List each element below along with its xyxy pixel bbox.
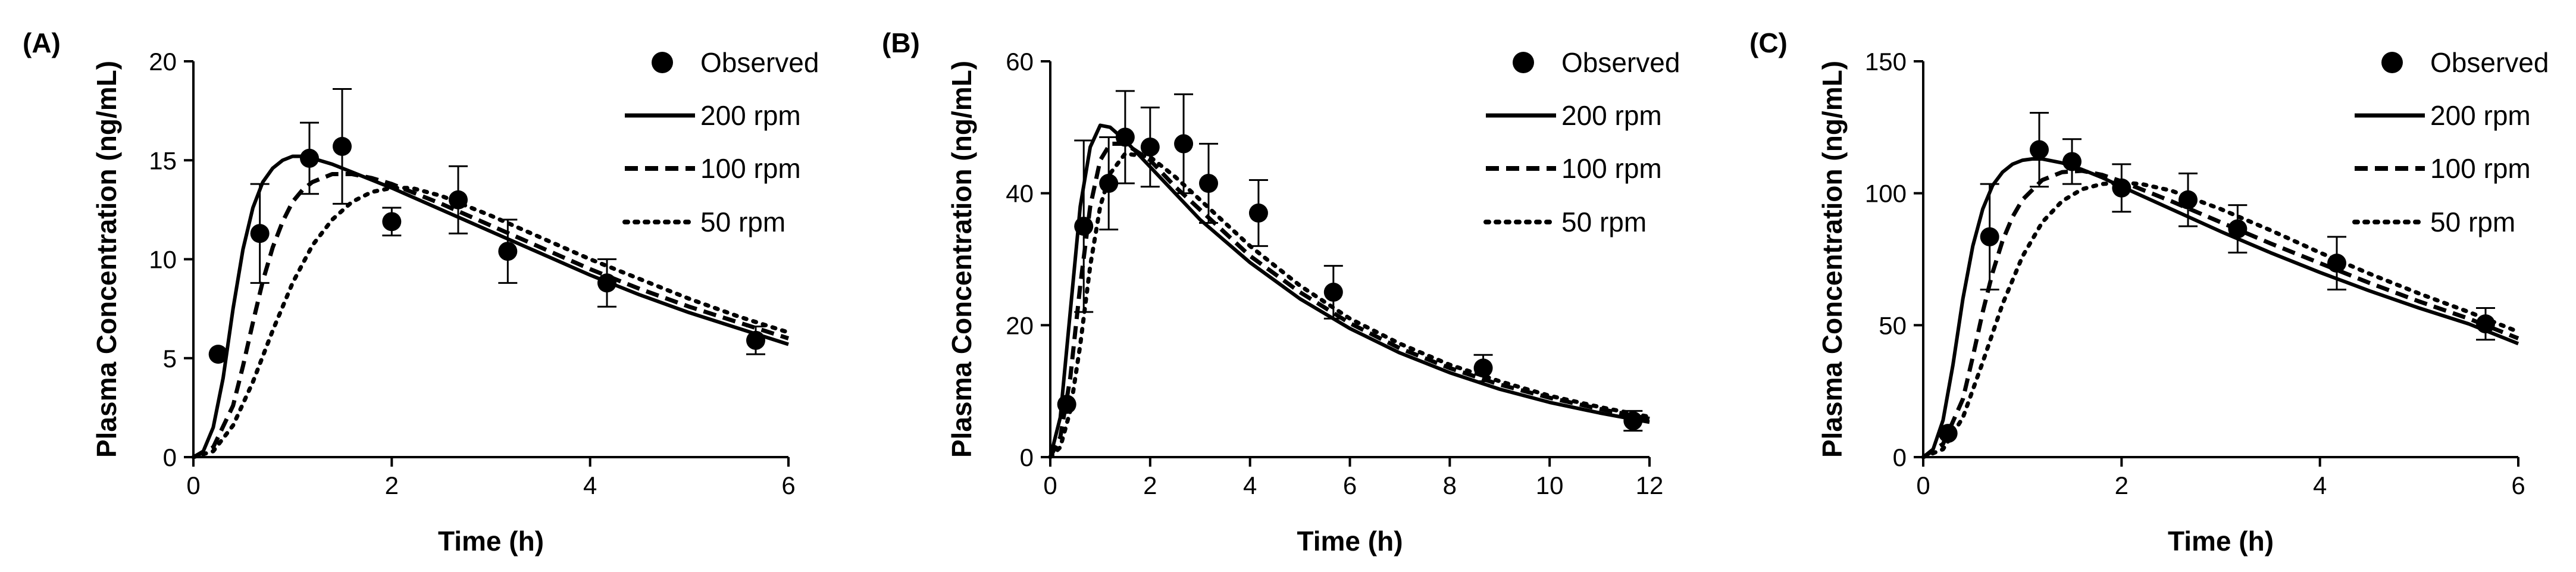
x-tick-label: 4 (2313, 471, 2327, 499)
observed-point (2179, 190, 2198, 210)
observed-point (1074, 217, 1094, 236)
x-tick-label: 10 (1536, 471, 1564, 499)
series-line-100-rpm (192, 172, 790, 460)
observed-point (2062, 152, 2082, 171)
observed-point (250, 224, 270, 243)
observed-point (208, 345, 228, 364)
observed-point (300, 148, 319, 168)
legend-label: Observed (700, 47, 819, 78)
series-line-200-rpm (1922, 157, 2519, 459)
observed-point (1099, 174, 1119, 193)
legend-marker-observed (652, 52, 673, 73)
observed-point (597, 273, 616, 293)
observed-point (382, 212, 402, 232)
y-tick-label: 20 (1006, 311, 1034, 339)
observed-point (1938, 424, 1958, 443)
y-tick-label: 0 (1893, 443, 1907, 471)
y-tick-label: 0 (1020, 443, 1034, 471)
x-tick-label: 0 (1043, 471, 1057, 499)
series-line-50-rpm (191, 186, 791, 460)
x-tick-label: 6 (781, 471, 795, 499)
observed-point (2030, 140, 2049, 160)
observed-point (1980, 227, 1999, 246)
legend-label: Observed (2430, 47, 2549, 78)
observed-point (1623, 411, 1643, 431)
legend-label: Observed (1561, 47, 1680, 78)
x-tick-label: 6 (1343, 471, 1357, 499)
observed-point (1057, 395, 1076, 414)
observed-point (1174, 134, 1194, 154)
observed-point (1199, 174, 1219, 193)
y-tick-label: 50 (1879, 311, 1907, 339)
legend-label: 100 rpm (1561, 153, 1662, 184)
x-tick-label: 4 (1243, 471, 1257, 499)
legend-label: 50 rpm (700, 207, 785, 237)
series-line-200-rpm (1048, 123, 1650, 458)
y-tick-label: 15 (149, 146, 177, 174)
x-axis-label: Time (h) (2168, 526, 2274, 557)
observed-point (2476, 314, 2495, 334)
legend-label: 100 rpm (700, 153, 801, 184)
observed-point (2112, 178, 2131, 198)
y-tick-label: 60 (1006, 48, 1034, 76)
series-line-50-rpm (1921, 180, 2521, 460)
observed-point (1248, 203, 1268, 223)
x-axis-label: Time (h) (1297, 526, 1403, 557)
legend-label: 200 rpm (1561, 100, 1662, 131)
x-tick-label: 2 (385, 471, 399, 499)
legend-label: 200 rpm (700, 100, 801, 131)
legend-label: 50 rpm (2430, 207, 2515, 237)
y-axis-label: Plasma Concentration (ng/mL) (1817, 61, 1848, 458)
observed-point (1115, 127, 1135, 147)
series-line-100-rpm (1922, 168, 2519, 459)
observed-point (449, 190, 468, 210)
x-tick-label: 0 (1916, 471, 1930, 499)
y-axis-label: Plasma Concentration (ng/mL) (946, 61, 977, 458)
panel-label: (A) (23, 27, 61, 58)
observed-point (746, 330, 765, 350)
legend-marker-observed (2381, 52, 2403, 73)
x-tick-label: 0 (186, 471, 200, 499)
panel-a: (A) 0 5 10 15 20 0 2 4 6 Time (h) Plasma Concentrat… (23, 27, 819, 557)
y-tick-label: 100 (1865, 180, 1907, 208)
observed-point (2327, 254, 2346, 273)
x-tick-label: 4 (583, 471, 597, 499)
panel-b: (B) 0 20 40 60 0 2 4 6 8 10 12 Time (h) Plasma Concen… (882, 27, 1680, 557)
y-tick-label: 10 (149, 246, 177, 274)
series-line-50-rpm (1048, 151, 1652, 460)
x-axis-label: Time (h) (438, 526, 544, 557)
y-tick-label: 5 (163, 345, 177, 373)
y-axis-label: Plasma Concentration (ng/mL) (91, 61, 122, 458)
observed-point (333, 136, 352, 156)
x-tick-label: 6 (2511, 471, 2525, 499)
observed-point (1140, 137, 1160, 157)
panel-label: (B) (882, 27, 920, 58)
x-tick-label: 12 (1636, 471, 1664, 499)
x-tick-label: 2 (2115, 471, 2129, 499)
y-tick-label: 0 (163, 443, 177, 471)
y-tick-label: 40 (1006, 180, 1034, 208)
legend-label: 200 rpm (2430, 100, 2531, 131)
observed-point (2228, 219, 2248, 239)
panel-label: (C) (1749, 27, 1788, 58)
legend-label: 100 rpm (2430, 153, 2531, 184)
x-tick-label: 2 (1143, 471, 1157, 499)
x-tick-label: 8 (1443, 471, 1457, 499)
y-tick-label: 150 (1865, 48, 1907, 76)
observed-point (498, 242, 518, 261)
legend-marker-observed (1513, 52, 1534, 73)
y-tick-label: 20 (149, 48, 177, 76)
panel-c: (C) 0 50 100 150 0 2 4 6 Time (h) Plasma Concentra… (1749, 27, 2549, 557)
observed-point (1473, 358, 1493, 378)
observed-point (1323, 282, 1343, 302)
legend-label: 50 rpm (1561, 207, 1647, 237)
